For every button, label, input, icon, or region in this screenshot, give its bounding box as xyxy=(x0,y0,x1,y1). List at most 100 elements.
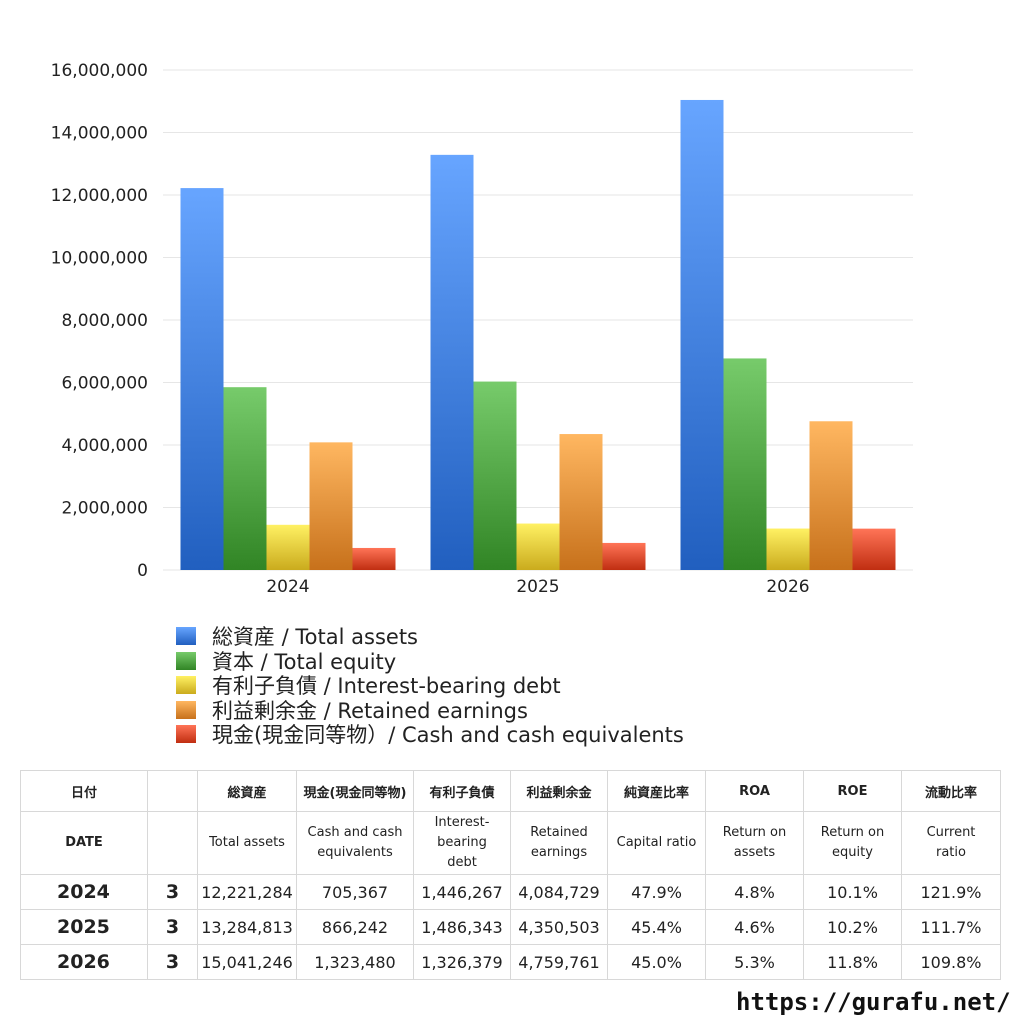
y-tick-label: 10,000,000 xyxy=(51,249,148,269)
y-tick-label: 6,000,000 xyxy=(61,374,148,394)
table-cell: 45.0% xyxy=(607,944,706,980)
grid-lines xyxy=(163,69,913,571)
y-tick-label: 12,000,000 xyxy=(51,186,148,206)
table-cell: 13,284,813 xyxy=(197,909,297,945)
table-cell: 2024 xyxy=(20,874,148,910)
bar xyxy=(723,358,767,570)
table-row: 2025 3 13,284,813 866,242 1,486,343 4,350,503… xyxy=(20,909,1001,945)
bar xyxy=(430,154,474,570)
header-cell: 日付 xyxy=(20,770,148,812)
bar xyxy=(602,542,646,570)
bar xyxy=(809,421,853,570)
y-axis-ticks: 0 2,000,000 4,000,000 6,000,000 8,000,000 10,… xyxy=(51,61,148,581)
x-tick-label: 2026 xyxy=(766,577,809,597)
y-tick-label: 2,000,000 xyxy=(61,499,148,519)
legend-label: 総資産 / Total assets xyxy=(212,625,418,650)
header-cell-en: Interest-bearing debt xyxy=(413,811,511,875)
bar xyxy=(852,528,896,570)
site-url: https://gurafu.net/ xyxy=(736,988,1011,1016)
bar xyxy=(180,188,224,570)
x-tick-label: 2025 xyxy=(516,577,559,597)
table-cell: 15,041,246 xyxy=(197,944,297,980)
header-cell-en xyxy=(147,811,198,875)
table-cell: 4,350,503 xyxy=(510,909,608,945)
financial-table: 日付 総資産 現金(現金同等物) 有利子負債 利益剰余金 純資産比率 ROA ROE 流動比率 D… xyxy=(20,770,1001,980)
legend-label: 利益剰余金 / Retained earnings xyxy=(212,698,528,723)
legend-swatch xyxy=(176,651,196,670)
legend-swatch xyxy=(176,627,196,646)
table-row: 2024 3 12,221,284 705,367 1,446,267 4,084,729… xyxy=(20,874,1001,910)
table-cell: 47.9% xyxy=(607,874,706,910)
legend: 総資産 / Total assets 資本 / Total equity 有利子負債… xyxy=(176,624,684,747)
table-cell: 3 xyxy=(147,944,198,980)
legend-label: 資本 / Total equity xyxy=(212,649,397,674)
legend-item: 資本 / Total equity xyxy=(176,649,684,674)
table-cell: 121.9% xyxy=(901,874,1001,910)
header-cell-en: Return on assets xyxy=(705,811,804,875)
bar xyxy=(266,524,310,570)
table-cell: 1,323,480 xyxy=(296,944,414,980)
header-cell-en: Total assets xyxy=(197,811,297,875)
table-cell: 11.8% xyxy=(803,944,902,980)
header-cell: 流動比率 xyxy=(901,770,1001,812)
bar xyxy=(309,442,353,570)
table-cell: 705,367 xyxy=(296,874,414,910)
bar xyxy=(766,528,810,570)
table-cell: 4,759,761 xyxy=(510,944,608,980)
bar-chart: 0 2,000,000 4,000,000 6,000,000 8,000,000 10,… xyxy=(51,61,913,597)
table-cell: 2025 xyxy=(20,909,148,945)
header-cell-en: Return on equity xyxy=(803,811,902,875)
table-cell: 1,326,379 xyxy=(413,944,511,980)
table-cell: 45.4% xyxy=(607,909,706,945)
legend-item: 現金(現金同等物）/ Cash and cash equivalents xyxy=(176,722,684,747)
table-cell: 3 xyxy=(147,909,198,945)
header-cell-en: Retained earnings xyxy=(510,811,608,875)
legend-item: 有利子負債 / Interest-bearing debt xyxy=(176,673,684,698)
header-cell: 有利子負債 xyxy=(413,770,511,812)
legend-item: 総資産 / Total assets xyxy=(176,624,684,649)
table-cell: 866,242 xyxy=(296,909,414,945)
y-tick-label: 4,000,000 xyxy=(61,436,148,456)
y-tick-label: 14,000,000 xyxy=(51,124,148,144)
y-tick-label: 16,000,000 xyxy=(51,61,148,81)
bar xyxy=(516,523,560,570)
table-cell: 3 xyxy=(147,874,198,910)
header-cell: ROA xyxy=(705,770,804,812)
table-cell: 10.2% xyxy=(803,909,902,945)
bars xyxy=(180,99,896,570)
legend-swatch xyxy=(176,725,196,744)
y-tick-label: 0 xyxy=(137,561,148,581)
header-cell-en: Capital ratio xyxy=(607,811,706,875)
table-cell: 1,486,343 xyxy=(413,909,511,945)
bar xyxy=(352,547,396,570)
header-cell xyxy=(147,770,198,812)
header-cell: 現金(現金同等物) xyxy=(296,770,414,812)
x-axis-ticks: 2024 2025 2026 xyxy=(266,577,809,597)
header-cell-en: Current ratio xyxy=(901,811,1001,875)
table-cell: 111.7% xyxy=(901,909,1001,945)
table-cell: 1,446,267 xyxy=(413,874,511,910)
table-cell: 12,221,284 xyxy=(197,874,297,910)
legend-swatch xyxy=(176,700,196,719)
header-cell-en: DATE xyxy=(20,811,148,875)
header-cell: 利益剰余金 xyxy=(510,770,608,812)
header-cell: 純資産比率 xyxy=(607,770,706,812)
table-cell: 109.8% xyxy=(901,944,1001,980)
header-cell: 総資産 xyxy=(197,770,297,812)
table-cell: 4.8% xyxy=(705,874,804,910)
table-row: 2026 3 15,041,246 1,323,480 1,326,379 4,759,7… xyxy=(20,944,1001,980)
header-cell-en: Cash and cash equivalents xyxy=(296,811,414,875)
table-cell: 2026 xyxy=(20,944,148,980)
x-tick-label: 2024 xyxy=(266,577,309,597)
legend-label: 現金(現金同等物）/ Cash and cash equivalents xyxy=(212,723,684,748)
bar xyxy=(680,99,724,570)
table-cell: 5.3% xyxy=(705,944,804,980)
bar xyxy=(223,387,267,570)
bar xyxy=(473,381,517,570)
table-cell: 4.6% xyxy=(705,909,804,945)
legend-item: 利益剰余金 / Retained earnings xyxy=(176,698,684,723)
y-tick-label: 8,000,000 xyxy=(61,311,148,331)
table-cell: 4,084,729 xyxy=(510,874,608,910)
table-cell: 10.1% xyxy=(803,874,902,910)
bar xyxy=(559,434,603,570)
